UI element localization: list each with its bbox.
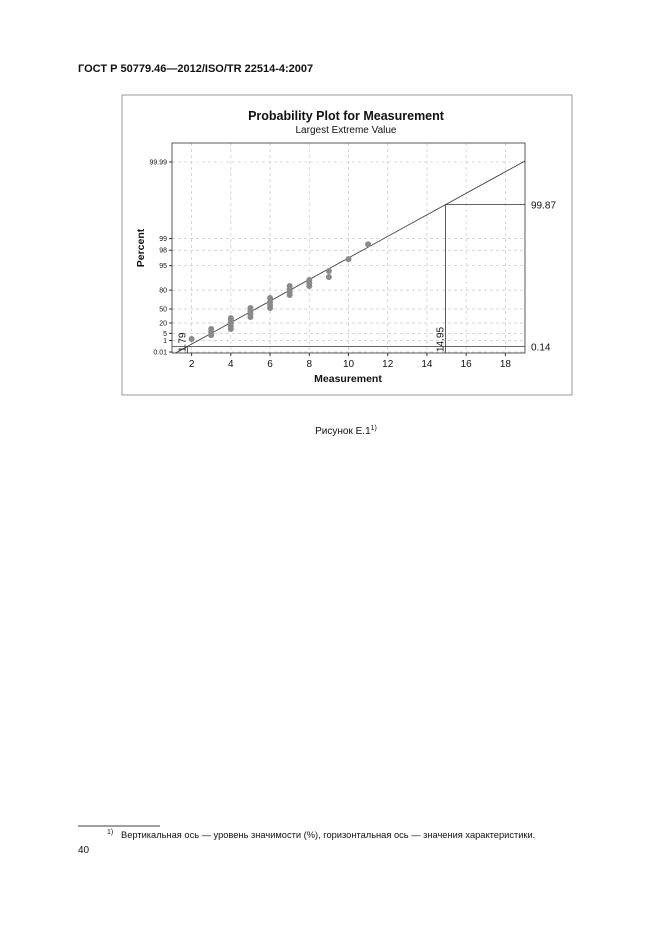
reference-x-label: 14.95	[436, 327, 447, 352]
data-point	[365, 241, 372, 248]
data-point	[188, 335, 195, 342]
header: ГОСТ Р 50779.46—2012/ISO/TR 22514-4:2007	[78, 63, 313, 75]
chart-frame	[121, 94, 573, 396]
x-axis-label: Measurement	[314, 373, 382, 385]
footnote-marker: 1)	[107, 829, 113, 836]
y-tick-label: 20	[159, 321, 167, 328]
x-tick-label: 16	[461, 359, 473, 370]
y-axis-label: Percent	[135, 228, 147, 267]
reference-x-label: 1.79	[177, 332, 188, 352]
x-tick-label: 4	[228, 359, 234, 370]
footnote-text: Вертикальная ось — уровень значимости (%…	[121, 830, 535, 840]
y-tick-label: 98	[159, 248, 167, 255]
y-tick-label: 80	[159, 288, 167, 295]
data-point	[345, 256, 352, 263]
y-tick-label: 0.01	[153, 350, 167, 357]
caption-text: Рисунок Е.1	[315, 426, 371, 437]
x-tick-label: 8	[306, 359, 312, 370]
caption-note: 1)	[371, 425, 377, 432]
x-tick-label: 14	[421, 359, 433, 370]
y-tick-label: 50	[159, 307, 167, 314]
y-tick-label: 95	[159, 263, 167, 270]
y-tick-label: 1	[163, 338, 167, 345]
y-tick-label: 99	[159, 236, 167, 243]
reference-y-label: 99.87	[531, 201, 556, 212]
y-tick-label: 99.99	[149, 159, 167, 166]
data-point	[306, 276, 313, 283]
data-point	[267, 294, 274, 301]
page-number: 40	[78, 845, 90, 856]
data-point	[325, 273, 332, 280]
x-tick-label: 10	[343, 359, 355, 370]
chart-title: Probability Plot for Measurement	[248, 109, 445, 123]
data-point	[208, 325, 215, 332]
x-tick-label: 2	[189, 359, 195, 370]
y-tick-label: 5	[163, 331, 167, 338]
reference-y-label: 0.14	[531, 342, 551, 353]
plot-area	[171, 142, 526, 354]
data-point	[227, 315, 234, 322]
chart-subtitle: Largest Extreme Value	[296, 125, 397, 136]
data-point	[325, 267, 332, 274]
data-point	[286, 283, 293, 290]
x-tick-label: 18	[500, 359, 512, 370]
figure-caption: Рисунок Е.11)	[315, 425, 377, 437]
x-tick-label: 12	[382, 359, 394, 370]
x-tick-label: 6	[267, 359, 273, 370]
data-point	[247, 304, 254, 311]
